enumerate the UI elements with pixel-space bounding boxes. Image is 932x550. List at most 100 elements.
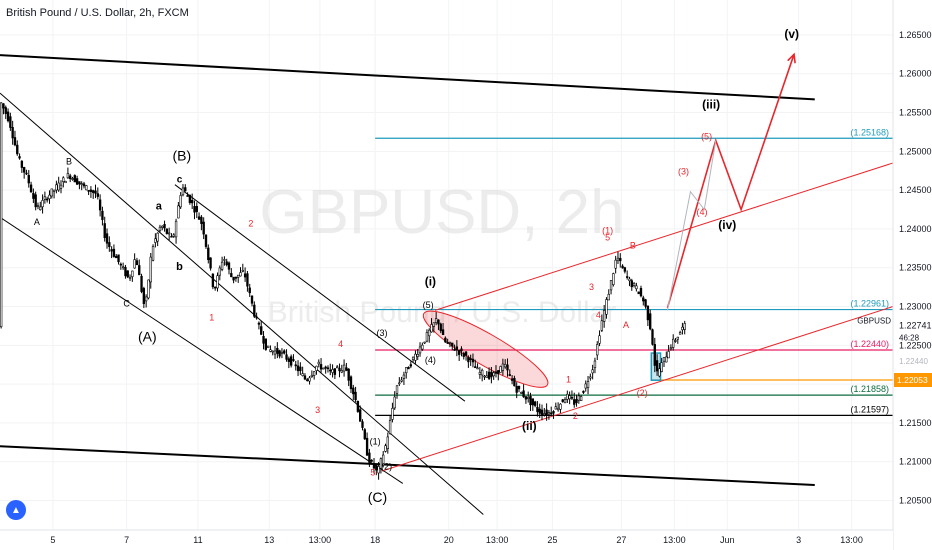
candle-body	[460, 348, 463, 352]
wave-label: (v)	[784, 27, 799, 41]
wave-label: 5	[370, 468, 375, 478]
candle-body	[522, 390, 525, 398]
candle-body	[257, 322, 261, 325]
candle-body	[584, 383, 587, 389]
candle-body	[0, 102, 3, 328]
candle-body	[425, 332, 429, 342]
candle-body	[69, 175, 72, 179]
candle-body	[6, 111, 10, 122]
candle-body	[411, 356, 415, 360]
candle-body	[506, 364, 509, 371]
candle-body	[520, 392, 523, 394]
candle-body	[483, 375, 486, 378]
candle-body	[635, 285, 638, 290]
candle-body	[480, 369, 484, 376]
price-axis-bg	[893, 0, 932, 550]
candle-body	[62, 177, 65, 182]
wave-label: (iv)	[718, 218, 736, 232]
candle-body	[121, 266, 125, 269]
trendline[interactable]	[0, 216, 404, 484]
candle-body	[172, 234, 175, 237]
wave-label: (2)	[637, 388, 648, 398]
candle-body	[253, 304, 256, 317]
candle-body	[283, 350, 286, 354]
candle-body	[269, 349, 272, 352]
candle-body	[681, 326, 684, 331]
wave-label: (4)	[425, 355, 436, 365]
trendline[interactable]	[434, 162, 894, 311]
candle-body	[165, 228, 169, 234]
candle-body	[451, 342, 454, 347]
candle-body	[195, 206, 198, 212]
wave-label: (ii)	[522, 419, 537, 433]
tradingview-logo-icon[interactable]: ▲	[6, 500, 26, 520]
time-tick-label: Jun	[720, 535, 735, 545]
candle-body	[400, 379, 403, 382]
wave-label: a	[156, 201, 163, 213]
candle-body	[71, 178, 74, 180]
candle-body	[131, 270, 134, 277]
candle-body	[184, 187, 187, 192]
candle-body	[338, 367, 341, 372]
candle-body	[82, 183, 86, 187]
wave-label: (B)	[172, 148, 191, 164]
time-tick-label: 7	[124, 535, 129, 545]
candle-body	[591, 369, 594, 374]
candle-body	[662, 357, 666, 362]
candle-body	[163, 224, 166, 229]
candle-body	[237, 274, 240, 278]
candle-body	[632, 283, 636, 286]
projection-path-alt[interactable]	[666, 140, 717, 311]
wave-label: (3)	[678, 167, 689, 177]
time-tick-label: 3	[796, 535, 801, 545]
wave-label: c	[177, 174, 183, 185]
candle-body	[543, 413, 546, 415]
candle-body	[536, 406, 539, 412]
candle-body	[446, 342, 449, 344]
candle-body	[448, 341, 452, 344]
candle-body	[398, 382, 401, 385]
candle-body	[232, 276, 235, 281]
candle-body	[589, 376, 592, 379]
candle-body	[158, 226, 162, 231]
candle-body	[464, 351, 468, 356]
candle-body	[250, 295, 254, 304]
candle-body	[135, 260, 139, 266]
trendline[interactable]	[0, 445, 815, 486]
candle-body	[18, 156, 21, 159]
candle-body	[570, 396, 574, 399]
candle-body	[573, 399, 576, 405]
candle-body	[317, 361, 320, 365]
projection-path[interactable]	[666, 54, 795, 309]
candle-body	[556, 407, 560, 411]
candle-body	[485, 375, 488, 378]
candle-body	[260, 326, 263, 335]
candle-body	[48, 194, 51, 200]
candle-body	[216, 275, 219, 289]
candle-body	[515, 385, 518, 393]
candle-body	[441, 329, 445, 336]
candle-body	[510, 378, 514, 381]
candle-body	[418, 346, 422, 354]
candle-body	[308, 377, 311, 382]
candle-body	[310, 374, 314, 377]
candle-body	[243, 273, 247, 278]
candle-body	[144, 296, 148, 302]
candle-body	[494, 371, 498, 374]
candle-body	[621, 265, 624, 269]
trendline[interactable]	[174, 184, 466, 402]
candle-body	[384, 445, 387, 452]
candle-body	[683, 323, 686, 330]
candle-body	[142, 288, 146, 304]
candle-body	[285, 354, 288, 360]
candle-body	[179, 195, 182, 208]
trendline[interactable]	[0, 92, 484, 515]
wave-ellipse[interactable]	[416, 300, 555, 398]
candle-body	[41, 200, 44, 208]
candle-body	[262, 335, 265, 344]
candle-body	[559, 403, 562, 410]
trendline[interactable]	[0, 54, 815, 101]
trendline[interactable]	[381, 306, 894, 472]
candle-body	[586, 381, 590, 388]
